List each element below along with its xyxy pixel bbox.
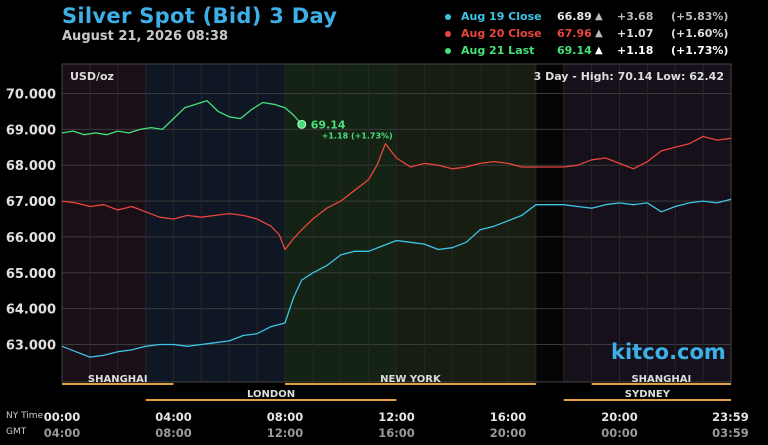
- y-tick-label: 66.000: [6, 231, 56, 246]
- legend-dot: [445, 48, 451, 54]
- y-tick-label: 67.000: [6, 195, 56, 210]
- kitco-watermark: kitco.com: [611, 340, 726, 364]
- y-tick-label: 65.000: [6, 267, 56, 282]
- x-tick-label-gmt: 20:00: [490, 426, 527, 440]
- legend-change: +3.68: [617, 10, 654, 23]
- closed-shade: [535, 64, 564, 382]
- gmt-label: GMT: [6, 427, 27, 437]
- last-value-dot: [297, 119, 307, 129]
- legend-label: Aug 21 Last: [461, 44, 535, 57]
- x-tick-label-gmt: 00:00: [601, 426, 638, 440]
- gridlines: [61, 63, 732, 383]
- ny-time-label: NY Time: [6, 411, 44, 421]
- legend-value: 69.14: [557, 44, 592, 57]
- session-label: SHANGHAI: [88, 374, 148, 385]
- last-value-label: 69.14: [311, 118, 346, 131]
- legend-dot: [445, 31, 451, 37]
- chart-title: Silver Spot (Bid) 3 Day: [62, 4, 338, 28]
- x-tick-label-gmt: 16:00: [378, 426, 415, 440]
- legend-value: 66.89: [557, 10, 592, 23]
- legend-dot: [445, 14, 451, 20]
- session-label: LONDON: [247, 389, 295, 400]
- plot-border: [61, 63, 732, 383]
- x-tick-label-ny: 20:00: [601, 410, 638, 424]
- up-arrow-icon: ▲: [595, 11, 603, 22]
- x-tick-label-ny: 23:59: [712, 410, 749, 424]
- legend-change: +1.18: [617, 44, 654, 57]
- london-shade: [145, 64, 285, 382]
- session-label: NEW YORK: [380, 374, 442, 385]
- x-tick-label-gmt: 08:00: [155, 426, 192, 440]
- x-axis-labels: 00:00 04:00 04:00 08:00 08:00 12:00 12:00 16:00…: [44, 410, 749, 440]
- legend-label: Aug 20 Close: [461, 27, 542, 40]
- x-tick-label-gmt: 04:00: [44, 426, 81, 440]
- legend-percent: (+5.83%): [671, 10, 729, 23]
- newyork-shade: [396, 64, 536, 382]
- last-change-label: +1.18 (+1.73%): [322, 131, 393, 140]
- session-label: SYDNEY: [625, 389, 671, 400]
- x-tick-label-gmt: 03:59: [712, 426, 749, 440]
- up-arrow-icon: ▲: [595, 45, 603, 56]
- y-tick-label: 70.000: [6, 88, 56, 103]
- series-line-aug-20: [61, 135, 732, 251]
- x-tick-label-ny: 00:00: [44, 410, 81, 424]
- y-tick-label: 68.000: [6, 159, 56, 174]
- y-tick-label: 64.000: [6, 303, 56, 318]
- series-line-aug-21: [61, 100, 303, 136]
- unit-label: USD/oz: [70, 70, 114, 83]
- legend-change: +1.07: [617, 27, 654, 40]
- up-arrow-icon: ▲: [595, 28, 603, 39]
- chart-timestamp: August 21, 2026 08:38: [62, 29, 228, 44]
- series-lines: [61, 100, 732, 358]
- session-label: SHANGHAI: [631, 374, 691, 385]
- x-tick-label-gmt: 12:00: [267, 426, 304, 440]
- session-bars: SHANGHAI NEW YORK SHANGHAI LONDON SYDNEY: [62, 374, 731, 401]
- y-axis-labels: 70.000 69.000 68.000 67.000 66.000 65.000 64.0…: [6, 88, 56, 354]
- legend-percent: (+1.73%): [671, 44, 729, 57]
- series-line-aug-19: [61, 198, 732, 358]
- legend-value: 67.96: [557, 27, 592, 40]
- x-tick-label-ny: 04:00: [155, 410, 192, 424]
- x-tick-label-ny: 08:00: [267, 410, 304, 424]
- last-value-marker: 69.14+1.18 (+1.73%): [297, 118, 393, 140]
- x-tick-label-ny: 12:00: [378, 410, 415, 424]
- range-summary: 3 Day - High: 70.14 Low: 62.42: [533, 70, 724, 83]
- legend-label: Aug 19 Close: [461, 10, 542, 23]
- y-tick-label: 69.000: [6, 123, 56, 138]
- legend-percent: (+1.60%): [671, 27, 729, 40]
- x-tick-label-ny: 16:00: [490, 410, 527, 424]
- y-tick-label: 63.000: [6, 339, 56, 354]
